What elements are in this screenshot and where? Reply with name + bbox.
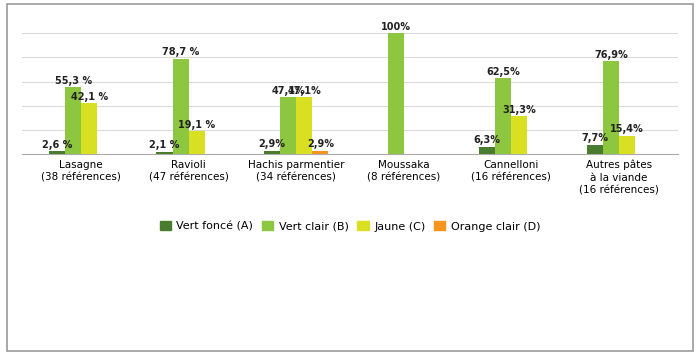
- Text: 6,3%: 6,3%: [474, 135, 500, 145]
- Text: 42,1 %: 42,1 %: [71, 92, 108, 102]
- Text: 62,5%: 62,5%: [486, 67, 520, 77]
- Bar: [495, 78, 511, 154]
- Bar: [603, 61, 619, 154]
- Text: 31,3%: 31,3%: [503, 105, 536, 115]
- Bar: [587, 145, 603, 154]
- Text: 19,1 %: 19,1 %: [178, 120, 216, 130]
- Text: 78,7 %: 78,7 %: [162, 48, 200, 58]
- Text: 47,1%: 47,1%: [288, 86, 321, 96]
- Legend: Vert foncé (A), Vert clair (B), Jaune (C), Orange clair (D): Vert foncé (A), Vert clair (B), Jaune (C…: [155, 217, 545, 236]
- Text: 2,1 %: 2,1 %: [149, 140, 180, 150]
- Text: 15,4%: 15,4%: [610, 124, 644, 134]
- Bar: [49, 151, 65, 154]
- Bar: [296, 97, 312, 154]
- Text: 55,3 %: 55,3 %: [55, 76, 92, 86]
- Text: 47,1%: 47,1%: [272, 86, 305, 96]
- Text: 100%: 100%: [381, 22, 411, 32]
- Bar: [312, 151, 328, 154]
- Text: 7,7%: 7,7%: [581, 133, 608, 143]
- Bar: [388, 33, 404, 154]
- Bar: [264, 151, 280, 154]
- Bar: [189, 131, 205, 154]
- Text: 76,9%: 76,9%: [594, 50, 628, 60]
- Bar: [81, 103, 97, 154]
- Bar: [479, 147, 495, 154]
- Text: 2,6 %: 2,6 %: [42, 140, 72, 149]
- Bar: [619, 136, 635, 154]
- Text: 2,9%: 2,9%: [307, 139, 334, 149]
- Text: 2,9%: 2,9%: [258, 139, 286, 149]
- Bar: [511, 116, 527, 154]
- Bar: [280, 97, 296, 154]
- Bar: [156, 152, 173, 154]
- Bar: [173, 59, 189, 154]
- Bar: [65, 87, 81, 154]
